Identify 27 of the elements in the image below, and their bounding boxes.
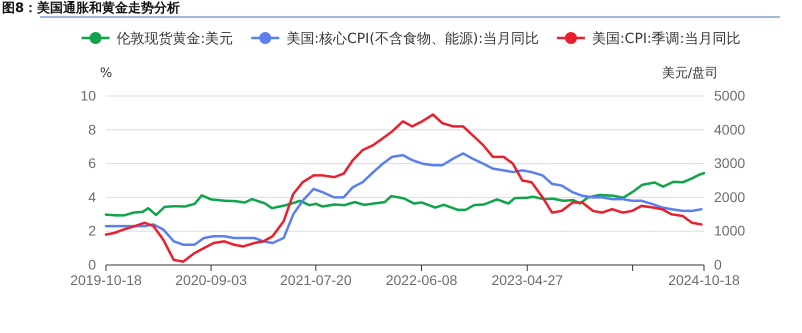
y2-tick-label: 2000 bbox=[714, 188, 746, 205]
y-axis-title: % bbox=[100, 66, 112, 81]
y2-tick-label: 4000 bbox=[714, 121, 746, 138]
x-tick-label: 2020-09-03 bbox=[175, 272, 248, 288]
y-tick-label: 4 bbox=[88, 188, 96, 205]
y-tick-label: 10 bbox=[80, 87, 96, 104]
y2-tick-label: 1000 bbox=[714, 222, 746, 239]
x-tick-label: 2023-04-27 bbox=[491, 272, 564, 288]
chart-title: 图8：美国通胀和黄金走势分析 bbox=[2, 0, 180, 16]
x-tick-label: 2024-10-18 bbox=[668, 272, 740, 288]
y2-tick-label: 0 bbox=[714, 256, 722, 272]
x-tick-label: 2019-10-18 bbox=[70, 272, 142, 288]
legend-label: 伦敦现货黄金:美元 bbox=[116, 31, 234, 47]
line-series bbox=[104, 152, 703, 246]
line-series bbox=[104, 172, 706, 217]
y2-tick-label: 5000 bbox=[714, 87, 746, 104]
y-tick-label: 2 bbox=[88, 222, 96, 239]
y2-tick-label: 3000 bbox=[714, 155, 746, 172]
x-tick-label: 2021-07-20 bbox=[280, 272, 352, 288]
legend-label: 美国:CPI:季调:当月同比 bbox=[592, 31, 740, 47]
line-series bbox=[104, 113, 703, 263]
y-tick-label: 8 bbox=[88, 121, 96, 138]
legend-label: 美国:核心CPI(不含食物、能源):当月同比 bbox=[286, 31, 539, 47]
x-tick-label: 2022-06-08 bbox=[386, 272, 458, 288]
y-tick-label: 0 bbox=[88, 256, 96, 272]
y2-axis-title: 美元/盘司 bbox=[662, 65, 718, 81]
y-tick-label: 6 bbox=[88, 155, 96, 172]
